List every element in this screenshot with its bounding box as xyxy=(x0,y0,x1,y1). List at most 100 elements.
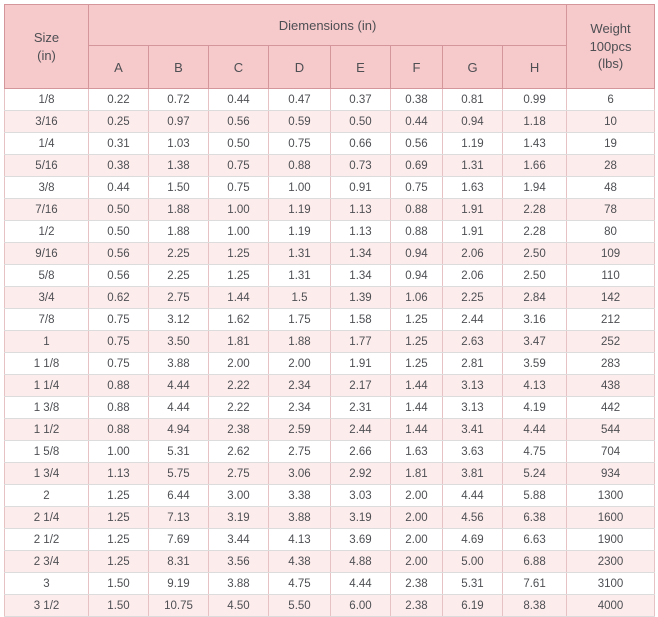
dimension-cell: 1.34 xyxy=(330,264,391,287)
dimension-cell: 2.28 xyxy=(501,220,568,243)
dimension-cell: 4.44 xyxy=(330,572,391,595)
dim-col-header-a: A xyxy=(88,45,149,89)
table-row: 3 1/2 1.50 10.75 4.50 5.50 6.00 2.38 6.19 8.38 40… xyxy=(4,594,656,617)
dimension-cell: 0.88 xyxy=(88,374,149,397)
table-row: 1 1/4 0.88 4.44 2.22 2.34 2.17 1.44 3.13 4.13 438 xyxy=(4,374,656,397)
table-row: 3/4 0.62 2.75 1.44 1.5 1.39 1.06 2.25 2.84 142 xyxy=(4,286,656,309)
dimension-cell: 1.91 xyxy=(330,352,391,375)
dimension-cell: 4.44 xyxy=(442,484,503,507)
dimension-cell: 3.13 xyxy=(442,396,503,419)
dimension-cell: 1.50 xyxy=(148,176,209,199)
dimension-cell: 5.50 xyxy=(268,594,331,617)
dimension-cell: 4.69 xyxy=(442,528,503,551)
dimension-cell: 2.00 xyxy=(208,352,269,375)
table-row: 7/8 0.75 3.12 1.62 1.75 1.58 1.25 2.44 3.16 212 xyxy=(4,308,656,331)
header-row-columns: A B C D E F G H xyxy=(5,45,655,89)
dimension-cell: 1.44 xyxy=(208,286,269,309)
dimension-cell: 4.50 xyxy=(208,594,269,617)
dimension-cell: 1.88 xyxy=(148,220,209,243)
dimension-cell: 3.88 xyxy=(148,352,209,375)
size-cell: 3/8 xyxy=(4,176,89,199)
dimension-cell: 1.19 xyxy=(268,198,331,221)
dim-col-header-c: C xyxy=(208,45,269,89)
dimension-cell: 3.44 xyxy=(208,528,269,551)
dimension-cell: 4.56 xyxy=(442,506,503,529)
dimension-cell: 2.44 xyxy=(330,418,391,441)
dimension-cell: 2.81 xyxy=(442,352,503,375)
dimension-cell: 1.94 xyxy=(501,176,568,199)
dimension-cell: 2.00 xyxy=(390,484,443,507)
dimension-cell: 3.06 xyxy=(268,462,331,485)
dimension-cell: 0.47 xyxy=(268,88,331,111)
dimension-cell: 0.94 xyxy=(390,264,443,287)
dimension-cell: 0.81 xyxy=(442,88,503,111)
dimension-cell: 8.31 xyxy=(148,550,209,573)
size-cell: 2 1/2 xyxy=(4,528,89,551)
dimension-cell: 5.31 xyxy=(442,572,503,595)
dimension-cell: 2.25 xyxy=(442,286,503,309)
dimension-cell: 6.00 xyxy=(330,594,391,617)
dimension-cell: 1.31 xyxy=(268,242,331,265)
dimension-cell: 1.77 xyxy=(330,330,391,353)
dimension-cell: 1.38 xyxy=(148,154,209,177)
weight-cell: 212 xyxy=(566,308,656,331)
size-cell: 1 xyxy=(4,330,89,353)
dimension-cell: 1.91 xyxy=(442,198,503,221)
dimension-cell: 4.94 xyxy=(148,418,209,441)
table-row: 1/4 0.31 1.03 0.50 0.75 0.66 0.56 1.19 1.43 19 xyxy=(4,132,656,155)
dimension-cell: 2.59 xyxy=(268,418,331,441)
dimension-cell: 1.19 xyxy=(268,220,331,243)
dimension-cell: 0.31 xyxy=(88,132,149,155)
dimension-cell: 8.38 xyxy=(501,594,568,617)
size-cell: 3 xyxy=(4,572,89,595)
dim-col-header-d: D xyxy=(268,45,331,89)
weight-cell: 704 xyxy=(566,440,656,463)
dimension-cell: 2.00 xyxy=(390,506,443,529)
dimension-cell: 3.56 xyxy=(208,550,269,573)
dimension-cell: 0.66 xyxy=(330,132,391,155)
dimension-cell: 2.25 xyxy=(148,264,209,287)
dimension-cell: 1.25 xyxy=(390,330,443,353)
dimension-cell: 3.13 xyxy=(442,374,503,397)
dimension-cell: 0.99 xyxy=(501,88,568,111)
dimension-cell: 0.37 xyxy=(330,88,391,111)
dimension-cell: 2.63 xyxy=(442,330,503,353)
weight-cell: 80 xyxy=(566,220,656,243)
dimension-cell: 3.88 xyxy=(208,572,269,595)
dimension-cell: 6.44 xyxy=(148,484,209,507)
dimension-cell: 0.50 xyxy=(88,220,149,243)
dimension-cell: 2.75 xyxy=(268,440,331,463)
size-cell: 3/4 xyxy=(4,286,89,309)
table-row: 9/16 0.56 2.25 1.25 1.31 1.34 0.94 2.06 2.50 109 xyxy=(4,242,656,265)
table-row: 2 1/4 1.25 7.13 3.19 3.88 3.19 2.00 4.56 6.38 160… xyxy=(4,506,656,529)
dimension-cell: 3.03 xyxy=(330,484,391,507)
dimension-cell: 1.19 xyxy=(442,132,503,155)
dimension-cell: 2.22 xyxy=(208,396,269,419)
dimension-cell: 2.34 xyxy=(268,396,331,419)
dimension-cell: 0.75 xyxy=(208,154,269,177)
dimension-cell: 1.25 xyxy=(88,550,149,573)
dimension-cell: 1.00 xyxy=(208,198,269,221)
size-cell: 1/2 xyxy=(4,220,89,243)
dimension-cell: 2.50 xyxy=(501,264,568,287)
dimension-cell: 1.81 xyxy=(390,462,443,485)
dimension-cell: 1.00 xyxy=(88,440,149,463)
dimension-cell: 3.16 xyxy=(501,308,568,331)
table-row: 1 1/2 0.88 4.94 2.38 2.59 2.44 1.44 3.41 4.44 544 xyxy=(4,418,656,441)
dimension-cell: 1.00 xyxy=(208,220,269,243)
weight-cell: 6 xyxy=(566,88,656,111)
table-row: 1 0.75 3.50 1.81 1.88 1.77 1.25 2.63 3.47 252 xyxy=(4,330,656,353)
dimension-cell: 0.69 xyxy=(390,154,443,177)
dimension-cell: 5.24 xyxy=(501,462,568,485)
dim-col-header-b: B xyxy=(148,45,209,89)
dimension-cell: 2.50 xyxy=(501,242,568,265)
dimension-cell: 0.25 xyxy=(88,110,149,133)
weight-cell: 438 xyxy=(566,374,656,397)
dimension-cell: 0.50 xyxy=(330,110,391,133)
size-cell: 7/16 xyxy=(4,198,89,221)
dimension-cell: 4.44 xyxy=(148,374,209,397)
weight-cell: 1600 xyxy=(566,506,656,529)
dimension-cell: 1.25 xyxy=(208,242,269,265)
dimension-cell: 4.44 xyxy=(501,418,568,441)
dimension-cell: 0.75 xyxy=(390,176,443,199)
